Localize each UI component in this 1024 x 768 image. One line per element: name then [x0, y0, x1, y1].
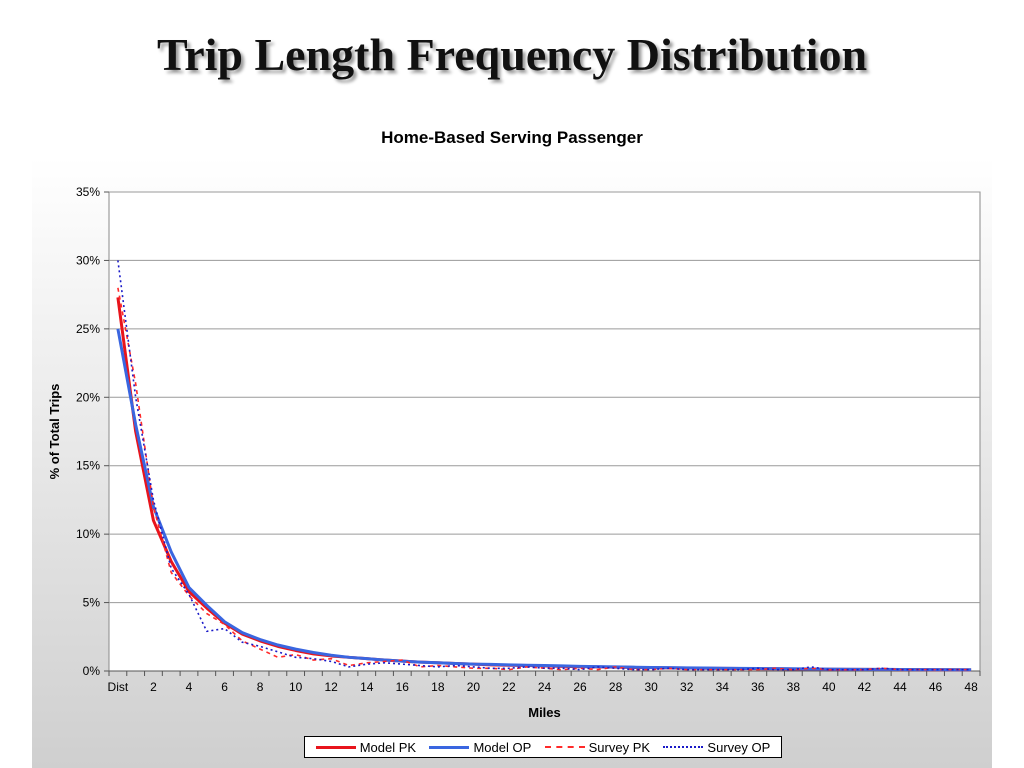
x-tick-label: 38 [787, 680, 801, 694]
y-tick-label: 0% [83, 664, 101, 678]
legend-label: Survey PK [588, 739, 651, 755]
y-tick-label: 30% [76, 253, 100, 267]
slide-title: Trip Length Frequency Distribution [156, 29, 868, 80]
legend-swatch [429, 745, 470, 749]
x-tick-label: 32 [680, 680, 694, 694]
series-lines [116, 260, 972, 672]
x-tick-label: 6 [221, 680, 228, 694]
x-tick-label: 48 [964, 680, 978, 694]
legend-label: Model OP [473, 739, 532, 755]
x-tick-label: 40 [822, 680, 836, 694]
x-tick-label: 2 [150, 680, 157, 694]
x-tick-label: 44 [893, 680, 907, 694]
x-tick-label: 22 [502, 680, 516, 694]
x-tick-label: 10 [289, 680, 303, 694]
x-tick-label: 16 [396, 680, 410, 694]
legend-label: Model PK [359, 739, 417, 755]
x-tick-label: 14 [360, 680, 374, 694]
x-tick-label: 46 [929, 680, 943, 694]
legend-label: Survey OP [707, 739, 771, 755]
legend-swatch [315, 745, 356, 749]
series-line-survey-op [117, 260, 972, 671]
legend-swatch [663, 746, 704, 748]
y-gridlines [109, 191, 980, 604]
legend-swatch [544, 746, 585, 748]
axis-ticks: 0%5%10%15%20%25%30%35%Dist 2 4 6 8 10 12 14 16 18… [76, 185, 981, 694]
x-tick-label: 4 [186, 680, 193, 694]
legend-entry: Model PK [315, 739, 417, 755]
x-tick-label: 20 [467, 680, 481, 694]
x-tick-label: 26 [573, 680, 587, 694]
y-tick-label: 5% [83, 596, 101, 610]
x-tick-label: 34 [716, 680, 730, 694]
x-tick-label: 12 [325, 680, 339, 694]
y-tick-label: 20% [76, 390, 100, 404]
x-tick-label: 28 [609, 680, 623, 694]
legend-entry: Model OP [429, 740, 531, 755]
x-tick-label: 18 [431, 680, 445, 694]
x-tick-label: Dist [108, 680, 129, 694]
chart-legend: Model PK Model OP Survey PK Survey OP [304, 736, 782, 758]
y-tick-label: 35% [76, 185, 100, 199]
plot-area [108, 191, 981, 672]
y-tick-label: 15% [76, 459, 100, 473]
x-tick-label: 24 [538, 680, 552, 694]
x-tick-label: 8 [257, 680, 264, 694]
y-tick-label: 10% [76, 527, 100, 541]
x-axis-label: Miles [528, 705, 561, 720]
legend-entry: Survey OP [663, 740, 770, 755]
chart-title: Home-Based Serving Passenger [381, 128, 643, 147]
x-tick-label: 30 [644, 680, 658, 694]
legend-entry: Survey PK [544, 739, 651, 755]
x-tick-label: 36 [751, 680, 765, 694]
y-axis-label: % of Total Trips [47, 384, 62, 480]
y-tick-label: 25% [76, 322, 100, 336]
x-tick-label: 42 [858, 680, 872, 694]
